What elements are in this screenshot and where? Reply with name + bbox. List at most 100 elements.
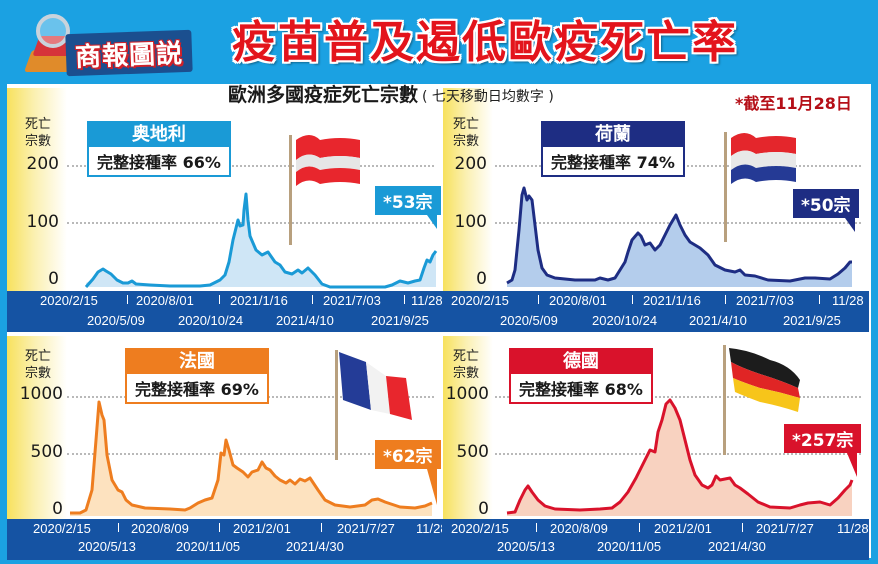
x-tick-label: 2020/2/15 [451, 293, 509, 308]
x-axis-france: 2020/2/15 2020/8/09 2021/2/01 2021/7/27 … [7, 519, 448, 560]
x-tick-label: 2020/5/13 [497, 539, 555, 554]
subtitle-note: ( 七天移動日均數字 ) [422, 89, 554, 105]
x-tick-label: 2020/2/15 [451, 521, 509, 536]
country-name: 荷蘭 [543, 123, 683, 147]
y-tick: 1000 [19, 384, 63, 404]
x-tick-label: 2021/4/10 [276, 313, 334, 328]
gridline [67, 165, 434, 167]
y-tick: 200 [26, 154, 59, 174]
x-tick-mark [127, 295, 128, 304]
x-axis-germany: 2020/2/15 2020/8/09 2021/2/01 2021/7/27 … [442, 519, 869, 560]
main-title-text: 疫苗普及遏低歐疫死亡率 [232, 17, 738, 68]
country-name: 法國 [127, 350, 267, 374]
x-tick-mark [819, 295, 820, 304]
x-tick-label: 2020/5/13 [78, 539, 136, 554]
x-tick-label: 2020/8/09 [131, 521, 189, 536]
x-tick-label: 11/28 [832, 293, 864, 308]
x-tick-mark [219, 295, 220, 304]
x-tick-label: 2021/4/10 [689, 313, 747, 328]
x-tick-label: 2021/1/16 [643, 293, 701, 308]
gridline [495, 396, 861, 398]
as-of-date: *截至11月28日 [735, 94, 852, 113]
x-tick-label: 11/28 [837, 521, 869, 536]
callout-text: *62宗 [383, 447, 433, 467]
newspaper-logo: 商報圖説 [18, 10, 218, 82]
x-tick-mark [742, 523, 743, 532]
x-tick-label: 2020/5/09 [500, 313, 558, 328]
y-tick: 1000 [445, 384, 489, 404]
x-tick-label: 2020/8/09 [550, 521, 608, 536]
latest-value-callout-france: *62宗 [375, 440, 441, 505]
x-tick-label: 11/28 [411, 293, 443, 308]
x-tick-label: 2020/2/15 [40, 293, 98, 308]
x-tick-mark [312, 295, 313, 304]
callout-pointer [844, 218, 855, 232]
x-tick-label: 2020/11/05 [597, 539, 662, 554]
x-tick-label: 2021/9/25 [783, 313, 841, 328]
x-tick-label: 2020/10/24 [592, 313, 658, 328]
latest-value-callout-austria: *53宗 [375, 186, 441, 229]
x-tick-label: 2020/10/24 [178, 313, 244, 328]
x-tick-label: 2021/4/30 [708, 539, 766, 554]
callout-text: *50宗 [801, 196, 851, 216]
x-tick-mark [404, 295, 405, 304]
vaccination-rate: 完整接種率 74% [551, 153, 675, 172]
y-axis-label: 死亡宗數 [453, 349, 480, 381]
country-label-france: 法國 完整接種率 69% [125, 348, 269, 404]
gridline [495, 222, 861, 224]
callout-pointer [426, 469, 437, 505]
y-tick: 100 [26, 212, 59, 232]
x-tick-mark [118, 523, 119, 532]
latest-value-callout-germany: *257宗 [784, 424, 862, 477]
x-tick-label: 2020/8/01 [549, 293, 607, 308]
x-tick-mark [536, 523, 537, 532]
y-tick: 200 [454, 154, 487, 174]
callout-pointer [426, 215, 437, 229]
y-tick: 0 [48, 269, 59, 289]
country-name: 奥地利 [89, 123, 229, 147]
x-tick-label: 2021/7/03 [736, 293, 794, 308]
y-axis-label: 死亡宗數 [25, 349, 52, 381]
vaccination-rate: 完整接種率 66% [97, 153, 221, 172]
x-tick-label: 2021/7/03 [323, 293, 381, 308]
country-label-germany: 德國 完整接種率 68% [509, 348, 653, 404]
callout-text: *53宗 [383, 193, 433, 213]
x-tick-label: 2021/4/30 [286, 539, 344, 554]
main-title: 疫苗普及遏低歐疫死亡率 [232, 6, 738, 70]
logo-text: 商報圖説 [74, 38, 184, 73]
y-tick: 0 [478, 499, 489, 519]
y-tick: 500 [30, 442, 63, 462]
x-axis-austria: 2020/2/15 2020/8/01 2021/1/16 2021/7/03 … [7, 291, 443, 332]
y-tick: 0 [52, 499, 63, 519]
x-tick-mark [725, 295, 726, 304]
vaccination-rate: 完整接種率 69% [135, 380, 259, 399]
magnifier-icon [36, 14, 70, 48]
x-tick-label: 2020/8/01 [136, 293, 194, 308]
logo-badge: 商報圖説 [65, 29, 193, 77]
x-tick-mark [639, 523, 640, 532]
x-axis-netherlands: 2020/2/15 2020/8/01 2021/1/16 2021/7/03 … [442, 291, 869, 332]
callout-pointer [847, 453, 858, 477]
x-tick-label: 2021/7/27 [756, 521, 814, 536]
y-tick: 100 [454, 212, 487, 232]
x-tick-label: 2020/11/05 [176, 539, 241, 554]
x-tick-mark [632, 295, 633, 304]
x-tick-label: 2021/2/01 [654, 521, 712, 536]
x-tick-mark [538, 295, 539, 304]
x-tick-label: 2020/2/15 [33, 521, 91, 536]
y-tick: 0 [476, 269, 487, 289]
x-tick-label: 2020/5/09 [87, 313, 145, 328]
subtitle-text: 歐洲多國疫症死亡宗數 [228, 84, 419, 106]
country-name: 德國 [511, 350, 651, 374]
x-tick-label: 2021/2/01 [233, 521, 291, 536]
country-label-netherlands: 荷蘭 完整接種率 74% [541, 121, 685, 177]
y-axis-label: 死亡宗數 [25, 117, 52, 149]
x-tick-label: 2021/7/27 [337, 521, 395, 536]
x-tick-mark [321, 523, 322, 532]
y-tick: 500 [456, 442, 489, 462]
gridline [67, 222, 434, 224]
latest-value-callout-netherlands: *50宗 [793, 189, 859, 232]
x-tick-mark [219, 523, 220, 532]
x-tick-label: 2021/1/16 [230, 293, 288, 308]
